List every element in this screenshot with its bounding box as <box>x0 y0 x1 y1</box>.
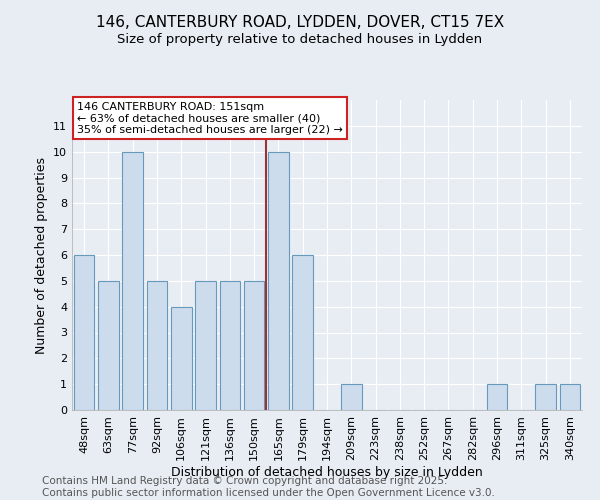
Bar <box>560 384 580 410</box>
Bar <box>220 281 240 410</box>
Text: 146 CANTERBURY ROAD: 151sqm
← 63% of detached houses are smaller (40)
35% of sem: 146 CANTERBURY ROAD: 151sqm ← 63% of det… <box>77 102 343 134</box>
Bar <box>535 384 556 410</box>
Bar <box>244 281 265 410</box>
Bar <box>98 281 119 410</box>
Text: Size of property relative to detached houses in Lydden: Size of property relative to detached ho… <box>118 32 482 46</box>
Bar <box>146 281 167 410</box>
Bar <box>122 152 143 410</box>
Bar <box>268 152 289 410</box>
Bar <box>74 255 94 410</box>
Y-axis label: Number of detached properties: Number of detached properties <box>35 156 47 354</box>
Bar <box>341 384 362 410</box>
Text: 146, CANTERBURY ROAD, LYDDEN, DOVER, CT15 7EX: 146, CANTERBURY ROAD, LYDDEN, DOVER, CT1… <box>96 15 504 30</box>
Bar <box>292 255 313 410</box>
Bar <box>195 281 216 410</box>
Text: Contains HM Land Registry data © Crown copyright and database right 2025.
Contai: Contains HM Land Registry data © Crown c… <box>42 476 495 498</box>
X-axis label: Distribution of detached houses by size in Lydden: Distribution of detached houses by size … <box>171 466 483 478</box>
Bar <box>171 306 191 410</box>
Bar <box>487 384 508 410</box>
